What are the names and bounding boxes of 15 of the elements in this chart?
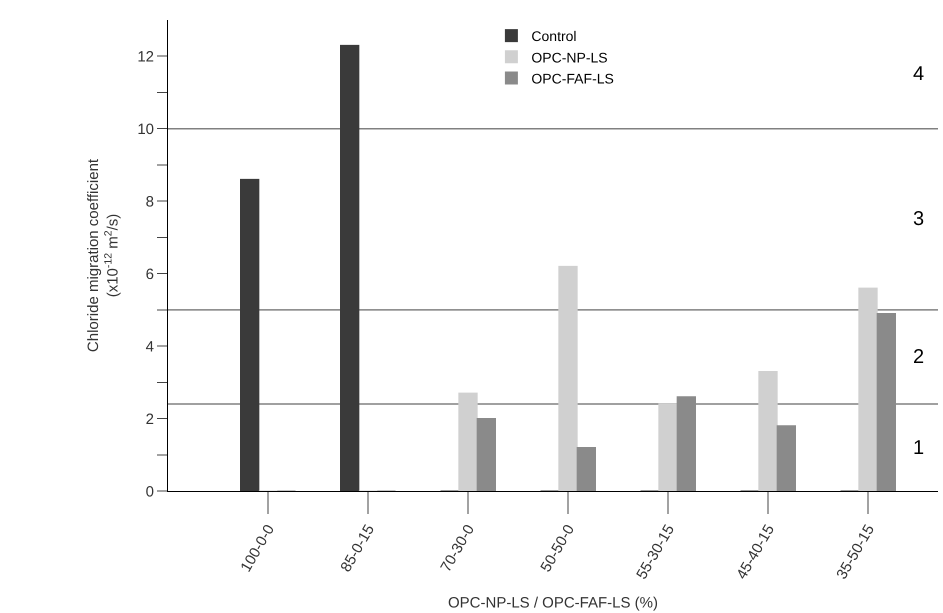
- y-tick-label: 6: [146, 266, 154, 283]
- annotation: 4: [913, 63, 924, 85]
- annotation: 3: [913, 208, 924, 230]
- x-axis-title: OPC-NP-LS / OPC-FAF-LS (%): [448, 594, 658, 612]
- y-tick-label: 12: [137, 48, 154, 66]
- y-tick-label: 4: [146, 338, 154, 356]
- y-tick-label: 2: [146, 410, 154, 428]
- y-tick-label: 8: [146, 193, 154, 210]
- legend-label: OPC-FAF-LS: [531, 70, 614, 86]
- legend-label: OPC-NP-LS: [531, 49, 608, 66]
- legend-label: Control: [531, 28, 577, 44]
- y-tick-label: 10: [137, 120, 154, 138]
- annotation: 2: [913, 346, 924, 368]
- annotation: 1: [913, 437, 924, 459]
- y-tick-label: 0: [146, 483, 154, 500]
